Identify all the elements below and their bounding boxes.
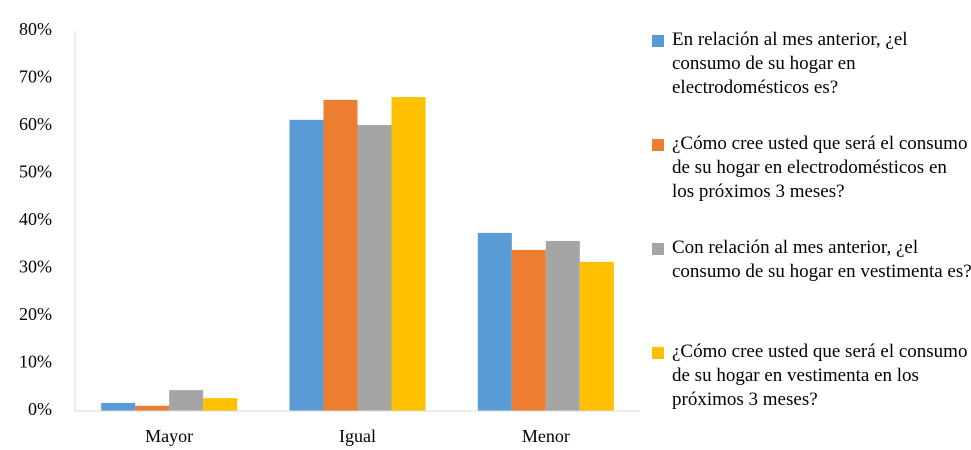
legend-swatch bbox=[652, 139, 664, 151]
bar bbox=[169, 390, 204, 411]
legend-label: En relación al mes anterior, ¿el consumo… bbox=[672, 29, 908, 98]
legend-label: ¿Cómo cree usted que será el consumo de … bbox=[672, 133, 968, 202]
bar bbox=[477, 232, 512, 411]
bar bbox=[511, 249, 546, 411]
bar bbox=[391, 97, 426, 412]
bar bbox=[545, 240, 580, 411]
legend-entry: ¿Cómo cree usted que será el consumo de … bbox=[652, 340, 971, 412]
legend-entry: Con relación al mes anterior, ¿el consum… bbox=[652, 236, 971, 284]
legend-entry: En relación al mes anterior, ¿el consumo… bbox=[652, 28, 971, 100]
x-tick-label: Mayor bbox=[145, 426, 193, 446]
y-tick-label: 30% bbox=[19, 257, 52, 277]
y-tick-label: 50% bbox=[19, 162, 52, 182]
bar bbox=[579, 261, 614, 411]
legend-label: ¿Cómo cree usted que será el consumo de … bbox=[672, 341, 968, 410]
y-tick-label: 60% bbox=[19, 114, 52, 134]
bar bbox=[101, 402, 136, 411]
x-tick-label: Menor bbox=[522, 426, 570, 446]
legend-label: Con relación al mes anterior, ¿el consum… bbox=[672, 237, 971, 282]
legend-swatch bbox=[652, 35, 664, 47]
x-tick-label: Igual bbox=[339, 426, 376, 446]
y-tick-label: 20% bbox=[19, 304, 52, 324]
legend-entry: ¿Cómo cree usted que será el consumo de … bbox=[652, 132, 971, 204]
y-tick-label: 0% bbox=[28, 399, 52, 419]
y-tick-label: 10% bbox=[19, 352, 52, 372]
y-tick-label: 40% bbox=[19, 209, 52, 229]
legend-swatch bbox=[652, 243, 664, 255]
bar bbox=[289, 119, 324, 411]
bar bbox=[323, 99, 358, 411]
legend-swatch bbox=[652, 347, 664, 359]
bar bbox=[203, 398, 238, 411]
bar bbox=[357, 125, 392, 412]
bar bbox=[135, 405, 170, 411]
y-tick-label: 80% bbox=[19, 19, 52, 39]
y-tick-label: 70% bbox=[19, 67, 52, 87]
